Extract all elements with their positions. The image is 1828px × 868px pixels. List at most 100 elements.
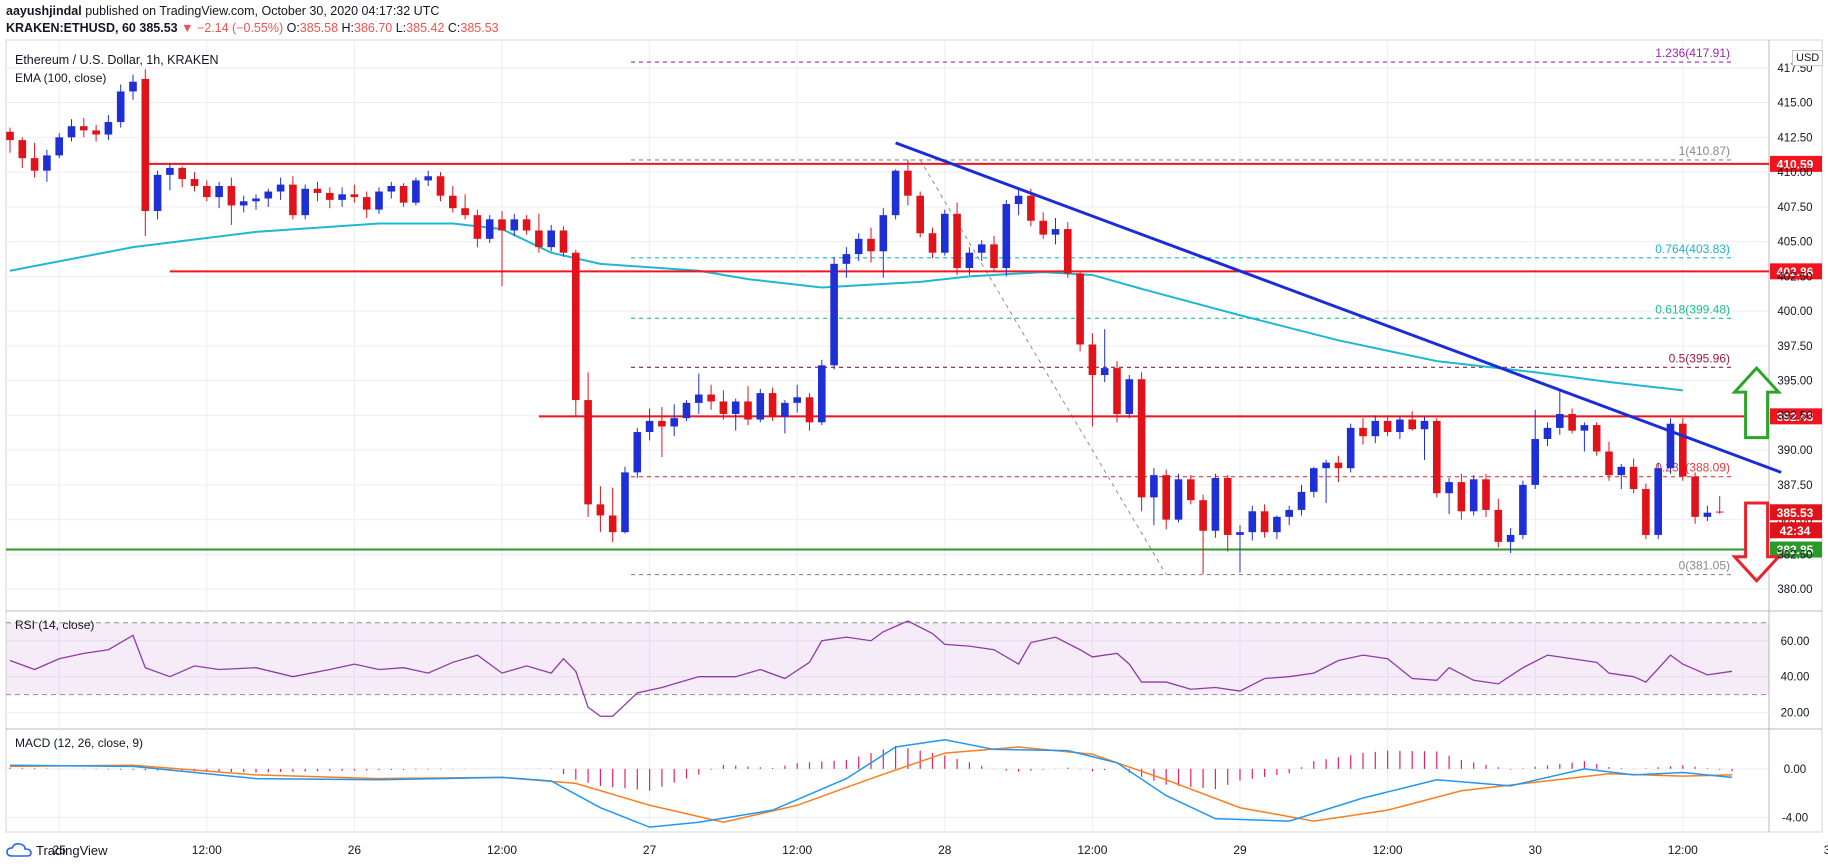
candle-body — [1592, 425, 1601, 452]
candle-body — [313, 188, 322, 193]
candle-body — [485, 219, 494, 239]
level-tag-label: 402.86 — [1777, 265, 1814, 279]
low-value: 385.42 — [406, 21, 445, 35]
candle-body — [203, 185, 211, 198]
candle-body — [80, 126, 88, 131]
time-axis[interactable]: 25 12:00 26 12:00 27 12:00 28 12:00 29 12:00 30 12:… — [53, 843, 1828, 857]
candle-body — [1014, 195, 1023, 205]
horizontal-levels[interactable]: 410.59 402.86 392.43 382.85 — [6, 155, 1822, 558]
fib-level-label: 1(410.87) — [1679, 144, 1730, 158]
fib-diagonal — [919, 159, 1167, 575]
candle-body — [522, 219, 531, 231]
candle-body — [141, 78, 150, 212]
candle-body — [1519, 484, 1527, 535]
rsi-line — [9, 620, 1733, 717]
time-tick-label: 27 — [643, 843, 657, 857]
price-tick-label: 387.50 — [1777, 480, 1812, 492]
candle-body — [645, 420, 654, 433]
candle-body — [6, 131, 14, 141]
candle-body — [1506, 534, 1515, 542]
candle-body — [301, 188, 309, 216]
candle-body — [190, 179, 199, 186]
candle-body — [30, 158, 39, 171]
candle-body — [965, 252, 974, 268]
candle-body — [596, 504, 605, 516]
ema100-line — [9, 222, 1683, 392]
candle-body — [338, 194, 346, 200]
candle-body — [166, 167, 174, 175]
price-tick-label: 412.50 — [1777, 132, 1812, 144]
up-arrow — [1731, 365, 1783, 440]
price-axis[interactable]: 417.50415.00412.50410.00407.50405.00402.… — [1770, 63, 1822, 825]
candle-body — [1297, 491, 1306, 510]
ohlc-summary: KRAKEN:ETHUSD, 60 385.53 ▼ −2.14 (−0.55%… — [6, 21, 499, 35]
candle-body — [67, 126, 76, 138]
candle-body — [891, 170, 900, 216]
price-tick-label: 392.50 — [1777, 410, 1812, 422]
open-label: O: — [286, 21, 300, 35]
time-tick-label: 30 — [1529, 843, 1543, 857]
candle-body — [1457, 482, 1466, 512]
candle-body — [1691, 476, 1699, 517]
tradingview-logo[interactable]: TradingView — [6, 842, 108, 858]
candle-body — [1064, 229, 1072, 274]
candle-body — [1703, 512, 1712, 517]
price-tick-label: 407.50 — [1777, 202, 1812, 214]
candle-body — [1334, 462, 1343, 469]
currency-badge[interactable]: USD — [1792, 50, 1824, 66]
candle-body — [1679, 423, 1687, 477]
candle-body — [1433, 420, 1441, 494]
candle-body — [977, 244, 986, 253]
close-label: C: — [447, 21, 461, 35]
candle-body — [1408, 419, 1416, 430]
candle-body — [1174, 479, 1183, 520]
candle-body — [904, 170, 912, 196]
candle-body — [1482, 479, 1490, 510]
candle-body — [1211, 477, 1220, 531]
candle-body — [1322, 462, 1330, 469]
macd-tick-label: 0.00 — [1784, 764, 1806, 776]
time-tick-label: 12:00 — [192, 843, 222, 857]
high-value: 386.70 — [354, 21, 393, 35]
level-tag — [1770, 408, 1822, 425]
candle-body — [1605, 451, 1613, 476]
rsi-tick-label: 60.00 — [1781, 636, 1810, 648]
candle-body — [633, 432, 642, 473]
rsi-band — [6, 622, 1769, 696]
candle-body — [842, 254, 851, 264]
time-tick-label: 12:00 — [1077, 843, 1107, 857]
rsi-legend: RSI (14, close) — [15, 618, 95, 632]
price-change: ▼ −2.14 (−0.55%) — [181, 21, 284, 35]
candle-body — [768, 393, 777, 417]
ema-line — [9, 222, 1683, 392]
candle-body — [178, 167, 186, 180]
candle-body — [1715, 511, 1724, 513]
price-tick-label: 397.50 — [1777, 341, 1812, 353]
macd-lines — [9, 738, 1733, 828]
candle-body — [276, 184, 285, 192]
trendline[interactable] — [895, 141, 1782, 474]
candle-body — [928, 233, 937, 253]
candle-body — [215, 185, 223, 198]
candle-body — [608, 515, 617, 533]
level-tag — [1770, 541, 1822, 558]
time-tick-label: 26 — [348, 843, 362, 857]
price-tick-label: 395.00 — [1777, 376, 1812, 388]
candle-body — [1371, 420, 1380, 437]
candle-body — [424, 176, 432, 181]
candle-body — [916, 195, 924, 234]
down-arrow — [1731, 501, 1783, 584]
candle-body — [731, 401, 740, 414]
grid-lines — [6, 40, 1769, 832]
candle-body — [1150, 475, 1158, 498]
macd-tick-label: -4.00 — [1782, 812, 1808, 824]
candle-body — [1187, 479, 1195, 501]
author-name[interactable]: aayushjindal — [6, 4, 82, 18]
candle-body — [252, 198, 260, 202]
time-tick-label: 29 — [1233, 843, 1247, 857]
candle-body — [867, 238, 875, 252]
time-tick-label: 28 — [938, 843, 952, 857]
publication-header: aayushjindal published on TradingView.co… — [0, 0, 1828, 40]
candle-body — [55, 137, 63, 156]
